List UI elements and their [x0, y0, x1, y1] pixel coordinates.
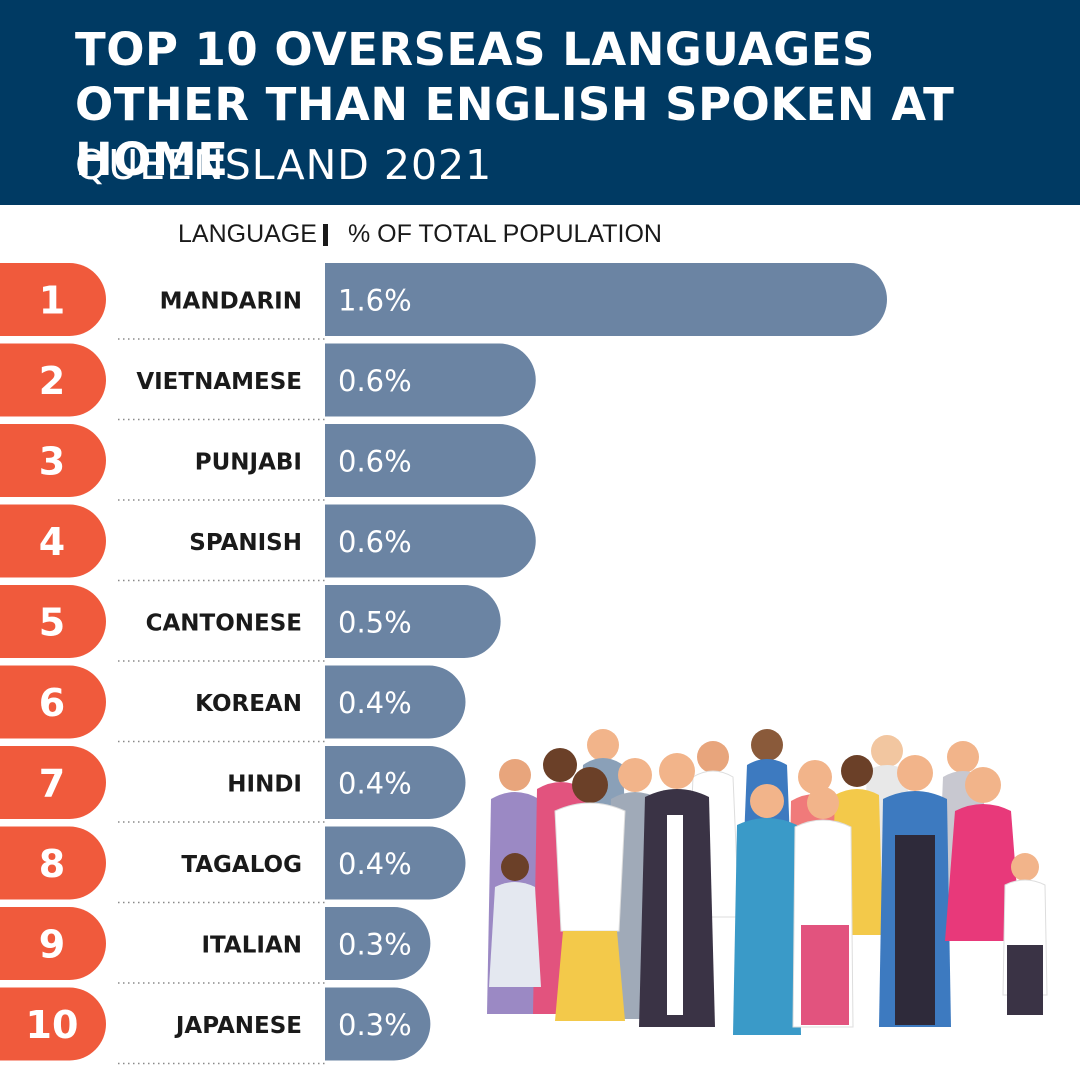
language-label: TAGALOG	[181, 852, 302, 878]
rank-tab	[0, 746, 106, 819]
language-label: VIETNAMESE	[136, 369, 302, 395]
bar	[325, 504, 536, 578]
language-column-header: LANGUAGE	[178, 220, 317, 248]
value-label: 0.5%	[338, 606, 412, 640]
bar	[325, 585, 501, 658]
bar	[325, 826, 466, 900]
rank-number: 8	[39, 842, 65, 886]
value-label: 0.4%	[338, 847, 412, 881]
rank-tab	[0, 987, 106, 1061]
rank-number: 5	[39, 601, 65, 645]
rank-number: 1	[39, 279, 65, 323]
value-label: 0.4%	[338, 767, 412, 801]
person-figures	[487, 729, 1048, 1035]
rank-number: 10	[26, 1003, 79, 1047]
chart-title: TOP 10 OVERSEAS LANGUAGES OTHER THAN ENG…	[75, 23, 955, 186]
rank-tab	[0, 585, 106, 658]
language-label: JAPANESE	[174, 1013, 302, 1039]
value-label: 0.6%	[338, 445, 412, 479]
rank-tab	[0, 263, 106, 336]
rank-number: 2	[39, 359, 65, 403]
rank-number: 4	[39, 520, 65, 564]
bar	[325, 907, 431, 980]
bar	[325, 746, 466, 819]
header-banner: TOP 10 OVERSEAS LANGUAGES OTHER THAN ENG…	[0, 0, 1080, 205]
value-label: 0.6%	[338, 364, 412, 398]
rank-number: 7	[39, 762, 65, 806]
language-label: KOREAN	[195, 691, 302, 717]
bar	[325, 343, 536, 417]
rank-tab	[0, 504, 106, 578]
rank-tab	[0, 665, 106, 739]
rank-tab	[0, 343, 106, 417]
value-label: 0.6%	[338, 525, 412, 559]
rank-number: 6	[39, 681, 65, 725]
language-label: PUNJABI	[195, 450, 302, 476]
crowd-of-diverse-people-icon	[487, 729, 1048, 1035]
language-label: SPANISH	[189, 530, 302, 556]
language-label: MANDARIN	[160, 289, 302, 315]
language-label: ITALIAN	[201, 933, 302, 959]
rank-number: 3	[39, 440, 65, 484]
bar	[325, 263, 887, 336]
bar	[325, 424, 536, 497]
chart-subtitle: QUEENSLAND 2021	[75, 141, 493, 189]
value-label: 0.3%	[338, 1008, 412, 1042]
language-label: HINDI	[227, 772, 302, 798]
value-label: 1.6%	[338, 284, 412, 318]
value-label: 0.3%	[338, 928, 412, 962]
language-label: CANTONESE	[146, 611, 302, 637]
bar	[325, 665, 466, 739]
percent-column-header: % OF TOTAL POPULATION	[348, 220, 662, 248]
value-label: 0.4%	[338, 686, 412, 720]
bar	[325, 987, 431, 1061]
rank-tab	[0, 907, 106, 980]
rank-tab	[0, 424, 106, 497]
column-divider	[323, 224, 328, 246]
rank-number: 9	[39, 923, 65, 967]
rank-tab	[0, 826, 106, 900]
